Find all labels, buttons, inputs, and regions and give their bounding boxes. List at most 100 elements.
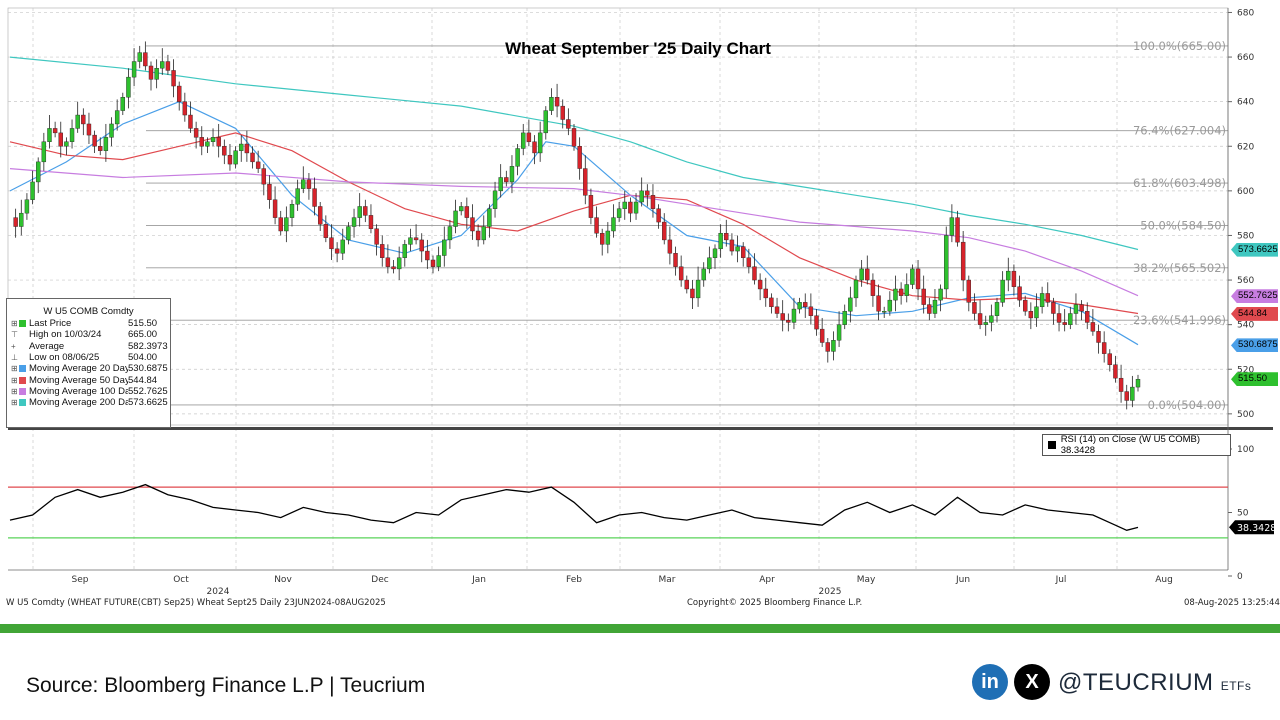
candle-down	[1113, 364, 1118, 379]
candle-down	[667, 239, 673, 254]
candle-up	[1135, 379, 1141, 388]
candle-down	[554, 96, 560, 107]
candle-up	[983, 322, 988, 325]
candle-down	[413, 237, 419, 241]
candle-down	[662, 221, 667, 241]
legend-label: High on 10/03/24	[29, 329, 102, 341]
candle-up	[351, 217, 357, 227]
candle-up	[131, 61, 137, 78]
candle-up	[436, 255, 441, 267]
candle-down	[752, 266, 757, 281]
candle-down	[774, 306, 780, 314]
candle-up	[949, 217, 955, 236]
rsi-legend: RSI (14) on Close (W U5 COMB) 38.3428	[1042, 434, 1231, 456]
source-caption: Source: Bloomberg Finance L.P | Teucrium	[26, 674, 426, 697]
candle-down	[769, 297, 774, 308]
legend-value: 530.6875	[128, 363, 168, 375]
linkedin-icon[interactable]: in	[972, 664, 1008, 700]
candle-down	[673, 253, 678, 267]
legend-value: 573.6625	[128, 397, 168, 409]
candle-down	[757, 279, 763, 290]
fib-label: 100.0%(665.00)	[1133, 39, 1226, 53]
candle-up	[19, 212, 24, 227]
candle-down	[600, 233, 605, 245]
candle-up	[487, 208, 492, 227]
candle-down	[227, 154, 233, 165]
teucrium-handle[interactable]: @TEUCRIUM ETFs	[1058, 669, 1252, 696]
price-tick-label: 560	[1237, 276, 1254, 286]
candle-down	[1045, 293, 1050, 303]
candle-down	[475, 230, 481, 241]
candle-up	[69, 128, 75, 142]
candle-down	[312, 188, 317, 207]
panel-separator	[8, 427, 1273, 430]
price-tag: 552.7625	[1231, 289, 1278, 304]
candle-up	[707, 257, 712, 270]
rsi-value-label: 38.3428	[1237, 523, 1276, 534]
candle-down	[1124, 391, 1129, 401]
candle-down	[526, 132, 532, 142]
candle-up	[848, 297, 853, 312]
legend-value: 544.84	[128, 374, 158, 386]
candle-up	[408, 237, 413, 245]
rsi-tick-label: 50	[1237, 509, 1249, 519]
candle-down	[363, 206, 368, 216]
candle-down	[323, 224, 329, 238]
candle-down	[532, 141, 537, 154]
candle-down	[1085, 311, 1090, 323]
rsi-label: RSI (14) on Close (W U5 COMB) 38.3428	[1060, 434, 1201, 456]
price-tick-label: 580	[1237, 231, 1254, 241]
legend-label: Average	[29, 340, 65, 352]
month-label: Dec	[371, 575, 388, 585]
candle-down	[566, 119, 571, 129]
candle-up	[989, 315, 994, 323]
legend-expand-icon: +	[11, 341, 16, 351]
candle-up	[233, 150, 238, 165]
candle-up	[239, 143, 244, 151]
candle-down	[255, 161, 261, 169]
candle-up	[126, 76, 131, 98]
candle-up	[515, 148, 520, 167]
candle-up	[340, 239, 345, 254]
month-label: Jun	[955, 575, 970, 585]
legend-swatch	[19, 365, 26, 373]
candle-down	[368, 215, 374, 229]
candle-up	[712, 248, 718, 258]
candle-up	[639, 190, 644, 203]
candle-up	[893, 288, 898, 301]
candle-up	[30, 181, 35, 200]
candle-up	[210, 137, 216, 142]
price-tick-label: 660	[1237, 53, 1254, 63]
candle-down	[250, 152, 255, 163]
legend-row: ⊞ Last Price 515.50	[7, 318, 170, 329]
legend-label: Low on 08/06/25	[29, 352, 100, 364]
candle-down	[577, 146, 582, 169]
legend-value: 552.7625	[128, 385, 168, 397]
x-icon[interactable]: X	[1014, 664, 1050, 700]
green-divider	[0, 624, 1280, 633]
legend-row: ⊞ Moving Average 200 Day 573.6625	[7, 397, 170, 408]
candle-up	[284, 217, 289, 232]
legend-label: Moving Average 50 Day	[29, 374, 128, 386]
price-tick-label: 620	[1237, 142, 1254, 152]
candle-down	[1062, 322, 1067, 325]
candle-down	[588, 195, 594, 218]
candle-up	[882, 311, 887, 313]
price-tick-label: 600	[1237, 187, 1254, 197]
candle-up	[109, 123, 114, 138]
legend-value: 515.50	[128, 318, 158, 330]
legend-row: + Average 582.3973	[7, 341, 170, 352]
candle-down	[825, 342, 830, 352]
candle-up	[301, 179, 306, 189]
month-label: Jul	[1055, 575, 1067, 585]
legend-expand-icon: ⊤	[11, 330, 18, 340]
candle-down	[425, 250, 430, 261]
candle-down	[171, 70, 176, 87]
candle-up	[41, 141, 47, 163]
price-candles	[13, 41, 1141, 410]
candle-down	[583, 168, 588, 196]
ma-line	[9, 56, 1139, 251]
candle-down	[216, 137, 221, 147]
candle-down	[143, 52, 148, 67]
candle-down	[724, 233, 729, 241]
